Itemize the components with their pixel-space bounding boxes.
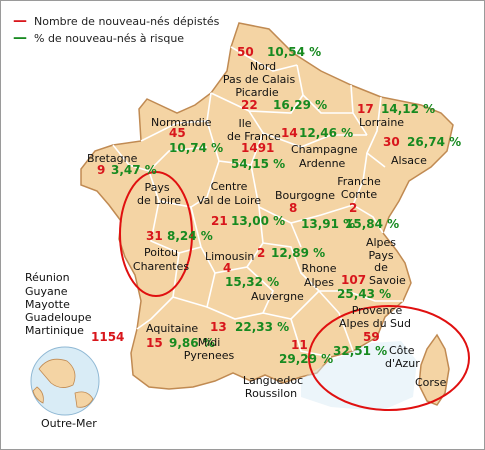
nord-name-1: Nord	[249, 60, 277, 73]
idf-newborns: 1491	[241, 141, 275, 155]
legend-risk-marker: —	[13, 30, 27, 46]
overseas-name-martinique: Martinique	[25, 324, 84, 337]
midi-pyrenees-name-1: Midi	[197, 336, 221, 349]
limousin-newborns: 4	[223, 261, 232, 275]
highlight-circle-paca-corse	[308, 305, 470, 411]
rhone-alpes-name-1: Rhone	[301, 262, 337, 275]
franche-comte-name-1: Franche	[337, 175, 381, 188]
bretagne-name: Bretagne	[87, 152, 138, 165]
alpes-name-1: Alpes	[365, 236, 397, 249]
legend-newborns-label: Nombre de nouveau-nés dépistés	[34, 15, 220, 28]
auvergne-name: Auvergne	[251, 290, 304, 303]
auvergne-newborns: 2	[257, 246, 266, 260]
overseas-name-reunion: Réunion	[25, 271, 70, 284]
legend-newborns-marker: —	[13, 13, 27, 29]
overseas-name-guadeloupe: Guadeloupe	[25, 311, 92, 324]
pdl-name-1: Pays	[144, 181, 170, 194]
bourgogne-newborns: 8	[289, 201, 298, 215]
legend-risk: — % de nouveau-nés à risque	[13, 31, 184, 45]
limousin-risk: 15,32 %	[225, 275, 280, 289]
languedoc-risk: 29,29 %	[279, 352, 334, 366]
languedoc-name-2: Roussilon	[244, 387, 298, 400]
midi-pyrenees-name-2: Pyrenees	[183, 349, 235, 362]
midi-pyrenees-newborns: 13	[210, 320, 227, 334]
paca-name-1: Provence	[351, 304, 403, 317]
normandie-name: Normandie	[151, 116, 212, 129]
normandie-newborns: 45	[169, 126, 186, 140]
globe-icon	[30, 346, 100, 416]
bourgogne-risk: 13,91 %	[301, 217, 356, 231]
rhone-alpes-name-2: Alpes	[303, 276, 335, 289]
legend-newborns: — Nombre de nouveau-nés dépistés	[13, 14, 219, 28]
franche-comte-name-2: Comte	[340, 188, 378, 201]
overseas-name-mayotte: Mayotte	[25, 298, 70, 311]
limousin-name: Limousin	[205, 250, 255, 263]
pdl-newborns: 31	[146, 229, 163, 243]
alpes-name-3: de	[374, 261, 388, 274]
alsace-newborns: 30	[383, 135, 400, 149]
auvergne-risk: 12,89 %	[271, 246, 326, 260]
overseas-newborns: 1154	[91, 330, 125, 344]
champagne-name-1: Champagne	[291, 143, 358, 156]
paca-name-3: Côte	[389, 344, 415, 357]
region-boundaries	[112, 46, 403, 358]
alpes-newborns: 107	[341, 273, 367, 287]
idf-risk: 54,15 %	[231, 157, 286, 171]
picardie-newborns: 22	[241, 98, 258, 112]
centre-name-2: Val de Loire	[197, 194, 261, 207]
franche-comte-risk: 15,84 %	[345, 217, 400, 231]
centre-risk: 13,00 %	[231, 214, 286, 228]
alpes-name-4: Savoie	[369, 274, 406, 287]
poitou-name-1: Poitou	[143, 246, 179, 259]
champagne-risk: 12,46 %	[299, 126, 354, 140]
lorraine-name: Lorraine	[359, 116, 405, 129]
nord-newborns: 50	[237, 45, 254, 59]
centre-newborns: 21	[211, 214, 228, 228]
centre-name-1: Centre	[210, 180, 248, 193]
champagne-newborns: 14	[281, 126, 298, 140]
overseas-name-guyane: Guyane	[25, 285, 68, 298]
champagne-name-2: Ardenne	[299, 157, 346, 170]
paca-risk: 32,51 %	[333, 344, 388, 358]
corse-name: Corse	[415, 376, 447, 389]
lorraine-risk: 14,12 %	[381, 102, 436, 116]
idf-name-2: de France	[227, 130, 281, 143]
normandie-risk: 10,74 %	[169, 141, 224, 155]
franche-comte-newborns: 2	[349, 201, 358, 215]
midi-pyrenees-risk: 22,33 %	[235, 320, 290, 334]
lorraine-newborns: 17	[357, 102, 374, 116]
alsace-name: Alsace	[391, 154, 427, 167]
bretagne-risk: 3,47 %	[111, 163, 157, 177]
pdl-name-2: de Loire	[136, 194, 182, 207]
alpes-risk: 25,43 %	[337, 287, 392, 301]
overseas-globe-label: Outre-Mer	[41, 417, 97, 430]
bourgogne-name: Bourgogne	[275, 189, 336, 202]
aquitaine-risk: 9,86 %	[169, 336, 215, 350]
aquitaine-name: Aquitaine	[146, 322, 199, 335]
nord-risk: 10,54 %	[267, 45, 322, 59]
idf-name-1: Ile	[238, 117, 252, 130]
pdl-risk: 8,24 %	[167, 229, 213, 243]
paca-newborns: 59	[363, 330, 380, 344]
nord-name-2: Pas de Calais	[222, 73, 296, 86]
aquitaine-newborns: 15	[146, 336, 163, 350]
alsace-risk: 26,74 %	[407, 135, 462, 149]
languedoc-newborns: 11	[291, 338, 308, 352]
legend-risk-label: % de nouveau-nés à risque	[34, 32, 185, 45]
paca-name-4: d'Azur	[385, 357, 420, 370]
paca-name-2: Alpes du Sud	[339, 317, 411, 330]
alpes-name-2: Pays	[368, 249, 394, 262]
languedoc-name-1: Languedoc	[242, 374, 304, 387]
highlight-circle-pays-de-loire-poitou	[119, 171, 193, 297]
picardie-risk: 16,29 %	[273, 98, 328, 112]
picardie-name: Picardie	[235, 86, 279, 99]
poitou-name-2: Charentes	[132, 260, 190, 273]
bretagne-newborns: 9	[97, 163, 106, 177]
